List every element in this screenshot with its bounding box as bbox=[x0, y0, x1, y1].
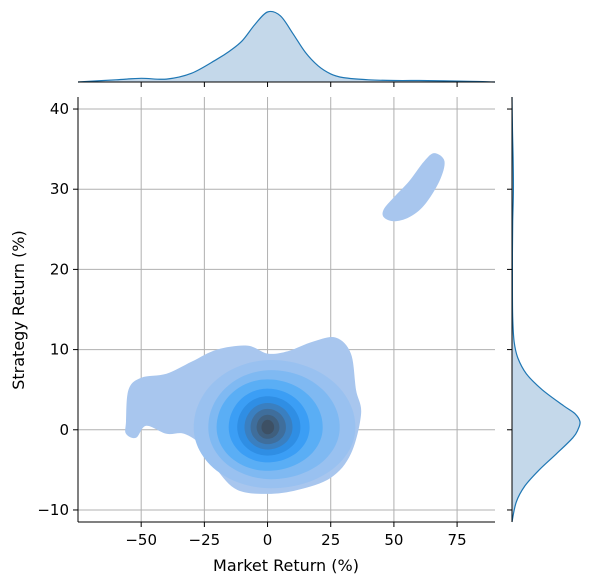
gridlines bbox=[78, 97, 495, 522]
x-tick-label: −25 bbox=[189, 531, 221, 549]
density-level-10 bbox=[261, 419, 275, 435]
y-tick-label: 20 bbox=[50, 260, 69, 278]
marginal-x-plot bbox=[77, 10, 496, 87]
y-tick-label: −10 bbox=[37, 501, 69, 519]
marginal-x-curve bbox=[77, 10, 496, 83]
marginal-y-plot bbox=[507, 96, 581, 523]
x-axis-title: Market Return (%) bbox=[213, 556, 359, 575]
x-tick-label: −50 bbox=[125, 531, 157, 549]
marginal-y-curve bbox=[511, 96, 581, 523]
axes: −50 −25 0 25 50 75 −10 0 10 20 30 40 bbox=[37, 97, 495, 549]
x-tick-label: 0 bbox=[263, 531, 273, 549]
y-tick-label: 0 bbox=[59, 421, 69, 439]
density-level-1-island bbox=[382, 153, 445, 222]
x-tick-label: 75 bbox=[448, 531, 467, 549]
x-tick-label: 25 bbox=[321, 531, 340, 549]
marginal-y-fill bbox=[512, 97, 581, 522]
y-tick-label: 30 bbox=[50, 180, 69, 198]
y-tick-label: 40 bbox=[50, 100, 69, 118]
x-tick-label: 50 bbox=[384, 531, 403, 549]
y-axis-title: Strategy Return (%) bbox=[9, 230, 28, 390]
joint-plot: −50 −25 0 25 50 75 −10 0 10 20 30 40 bbox=[37, 97, 495, 549]
density-contours bbox=[125, 153, 445, 494]
y-tick-label: 10 bbox=[50, 341, 69, 359]
marginal-x-fill bbox=[78, 11, 495, 83]
